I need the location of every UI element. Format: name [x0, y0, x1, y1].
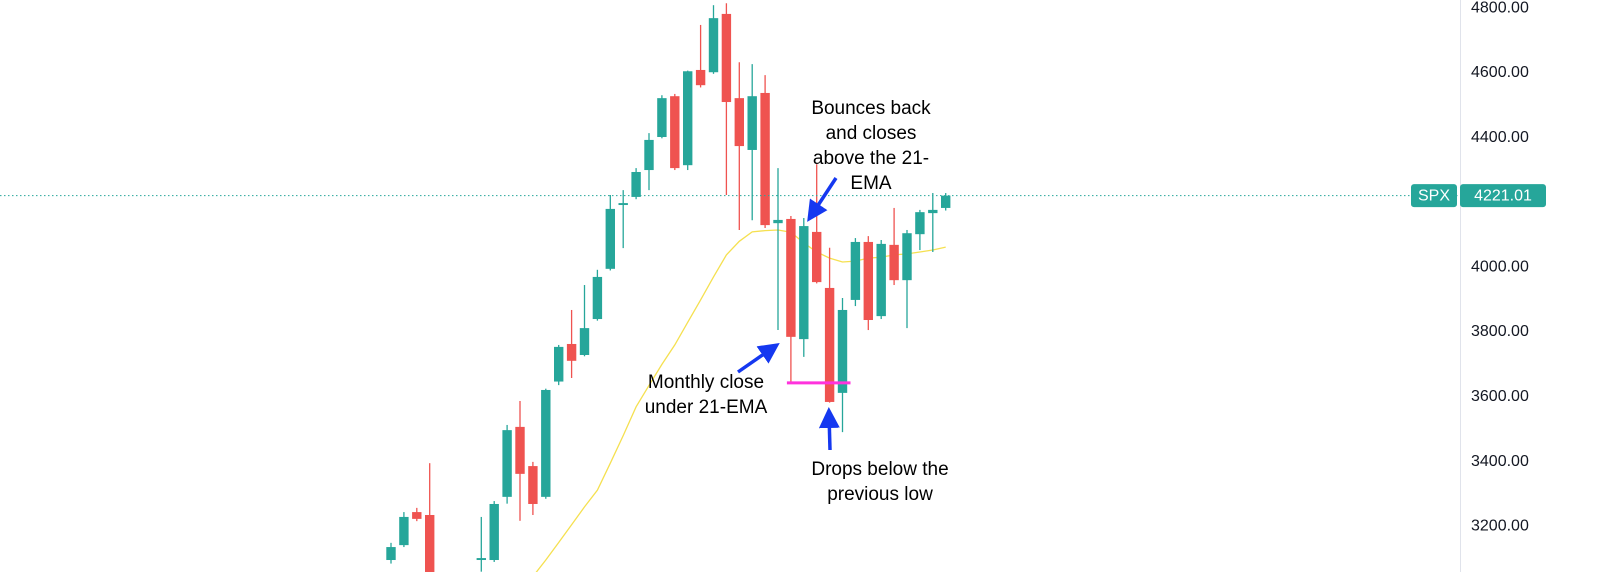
symbol-tag — [1411, 184, 1457, 208]
price-tag — [1460, 184, 1546, 208]
candle-body — [850, 241, 861, 300]
y-tick-label: 4600.00 — [1471, 64, 1529, 81]
plot-area — [0, 3, 1460, 572]
symbol-label: SPX — [1418, 187, 1450, 204]
y-tick-label: 3200.00 — [1471, 518, 1529, 535]
arrow — [737, 343, 780, 374]
candle-body — [592, 276, 603, 320]
candle-body — [773, 219, 783, 224]
candle-body — [695, 69, 706, 86]
candle-body — [734, 98, 744, 147]
candle-body — [760, 92, 770, 226]
candle-body — [502, 430, 512, 497]
candle-body — [605, 208, 615, 269]
annotation-text: above the 21- — [813, 148, 929, 169]
candle-body — [941, 195, 951, 208]
price-axis: 3200.003400.003600.003800.004000.004200.… — [1471, 0, 1529, 535]
candle-body — [644, 139, 654, 171]
candle-body — [863, 241, 873, 321]
candle-body — [399, 516, 409, 546]
candle-body — [812, 231, 822, 283]
annotation-text: Drops below the — [811, 459, 948, 480]
y-tick-label: 3800.00 — [1471, 323, 1529, 340]
candle-body — [786, 218, 796, 337]
y-tick-label: 3400.00 — [1471, 453, 1529, 470]
candle-body — [708, 18, 719, 73]
candle-body — [670, 96, 680, 169]
candle-body — [837, 309, 848, 393]
annotation-text: Bounces back — [811, 98, 931, 119]
candle-body — [566, 343, 577, 361]
y-tick-label: 3600.00 — [1471, 388, 1529, 405]
annotation-text: and closes — [826, 123, 917, 144]
arrow — [807, 177, 838, 222]
candle-body — [425, 514, 435, 572]
price-label: 4221.01 — [1474, 187, 1532, 204]
annotation-text: Monthly close — [648, 372, 764, 393]
candle-body — [554, 346, 564, 382]
arrow — [818, 407, 840, 451]
candle-body — [541, 389, 551, 497]
y-tick-label: 4800.00 — [1471, 0, 1529, 16]
candle-body — [683, 71, 693, 166]
candle-body — [721, 13, 732, 103]
candle-body — [889, 244, 899, 281]
candle-body — [386, 547, 396, 561]
candle-body — [631, 171, 641, 197]
y-tick-label: 4400.00 — [1471, 129, 1529, 146]
candle-body — [476, 558, 486, 561]
candle-body — [618, 203, 628, 206]
annotation-text: previous low — [827, 484, 933, 505]
candle-body — [824, 287, 835, 402]
candle-body — [876, 243, 886, 317]
y-tick-label: 4000.00 — [1471, 258, 1529, 275]
candle-body — [747, 96, 757, 150]
candle-body — [915, 212, 925, 235]
candle-body — [579, 328, 590, 355]
candle-body — [412, 512, 422, 519]
candle-body — [928, 209, 938, 214]
candle-body — [799, 226, 809, 340]
annotation-text: EMA — [850, 173, 892, 194]
candle-body — [515, 426, 525, 474]
candle-body — [528, 466, 538, 504]
candle-body — [902, 233, 912, 281]
candle-body — [489, 503, 499, 561]
candle-body — [657, 98, 667, 138]
annotation-text: under 21-EMA — [645, 397, 768, 418]
annotations: Bounces back and closes above the 21- EMA Mo… — [645, 98, 949, 505]
